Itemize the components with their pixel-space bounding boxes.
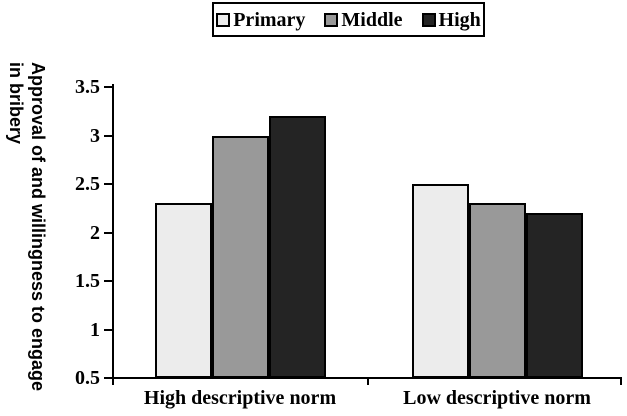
x-axis-tick [112, 378, 114, 385]
y-axis-tick [104, 231, 112, 234]
y-tick-label: 3.5 [75, 76, 100, 98]
y-tick-label: 1.5 [75, 270, 100, 292]
y-axis-title-line1: Approval of and willingness to engage [28, 62, 48, 392]
y-tick-label: 1 [90, 318, 100, 341]
y-axis-tick [104, 377, 112, 379]
bar-middle-1 [468, 203, 526, 378]
legend-swatch-icon [324, 12, 339, 27]
bar-middle-0 [211, 135, 269, 378]
legend-swatch-icon [216, 12, 231, 27]
legend-label: Middle [341, 8, 403, 31]
bar-high-0 [268, 116, 326, 378]
y-axis-line [112, 84, 114, 379]
y-tick-label: 2.5 [75, 173, 100, 195]
y-axis-title: Approval of and willingness to engage in… [5, 62, 49, 402]
x-category-label-1: Low descriptive norm [403, 387, 591, 409]
y-tick-label: 2 [90, 221, 100, 244]
y-axis-title-line2: in bribery [6, 62, 26, 145]
y-tick-label: 0.5 [75, 367, 100, 389]
bar-high-1 [525, 213, 583, 378]
chart-legend: Primary Middle High [212, 2, 485, 37]
bar-primary-0 [154, 203, 212, 378]
y-axis-tick [104, 134, 112, 137]
bar-primary-1 [411, 184, 469, 378]
y-axis-tick [104, 280, 112, 282]
x-axis-tick [620, 378, 622, 385]
y-axis-tick [104, 183, 112, 185]
legend-item-middle: Middle [324, 8, 403, 31]
y-axis-tick [104, 328, 112, 331]
legend-swatch-icon [421, 12, 436, 27]
legend-item-primary: Primary [216, 10, 305, 30]
x-axis-tick [367, 378, 369, 385]
legend-item-high: High [421, 8, 481, 31]
legend-label: High [438, 8, 481, 31]
x-category-label-0: High descriptive norm [143, 387, 337, 409]
legend-label: Primary [233, 8, 306, 31]
y-tick-label: 3 [90, 124, 100, 147]
y-axis-tick [104, 86, 112, 88]
